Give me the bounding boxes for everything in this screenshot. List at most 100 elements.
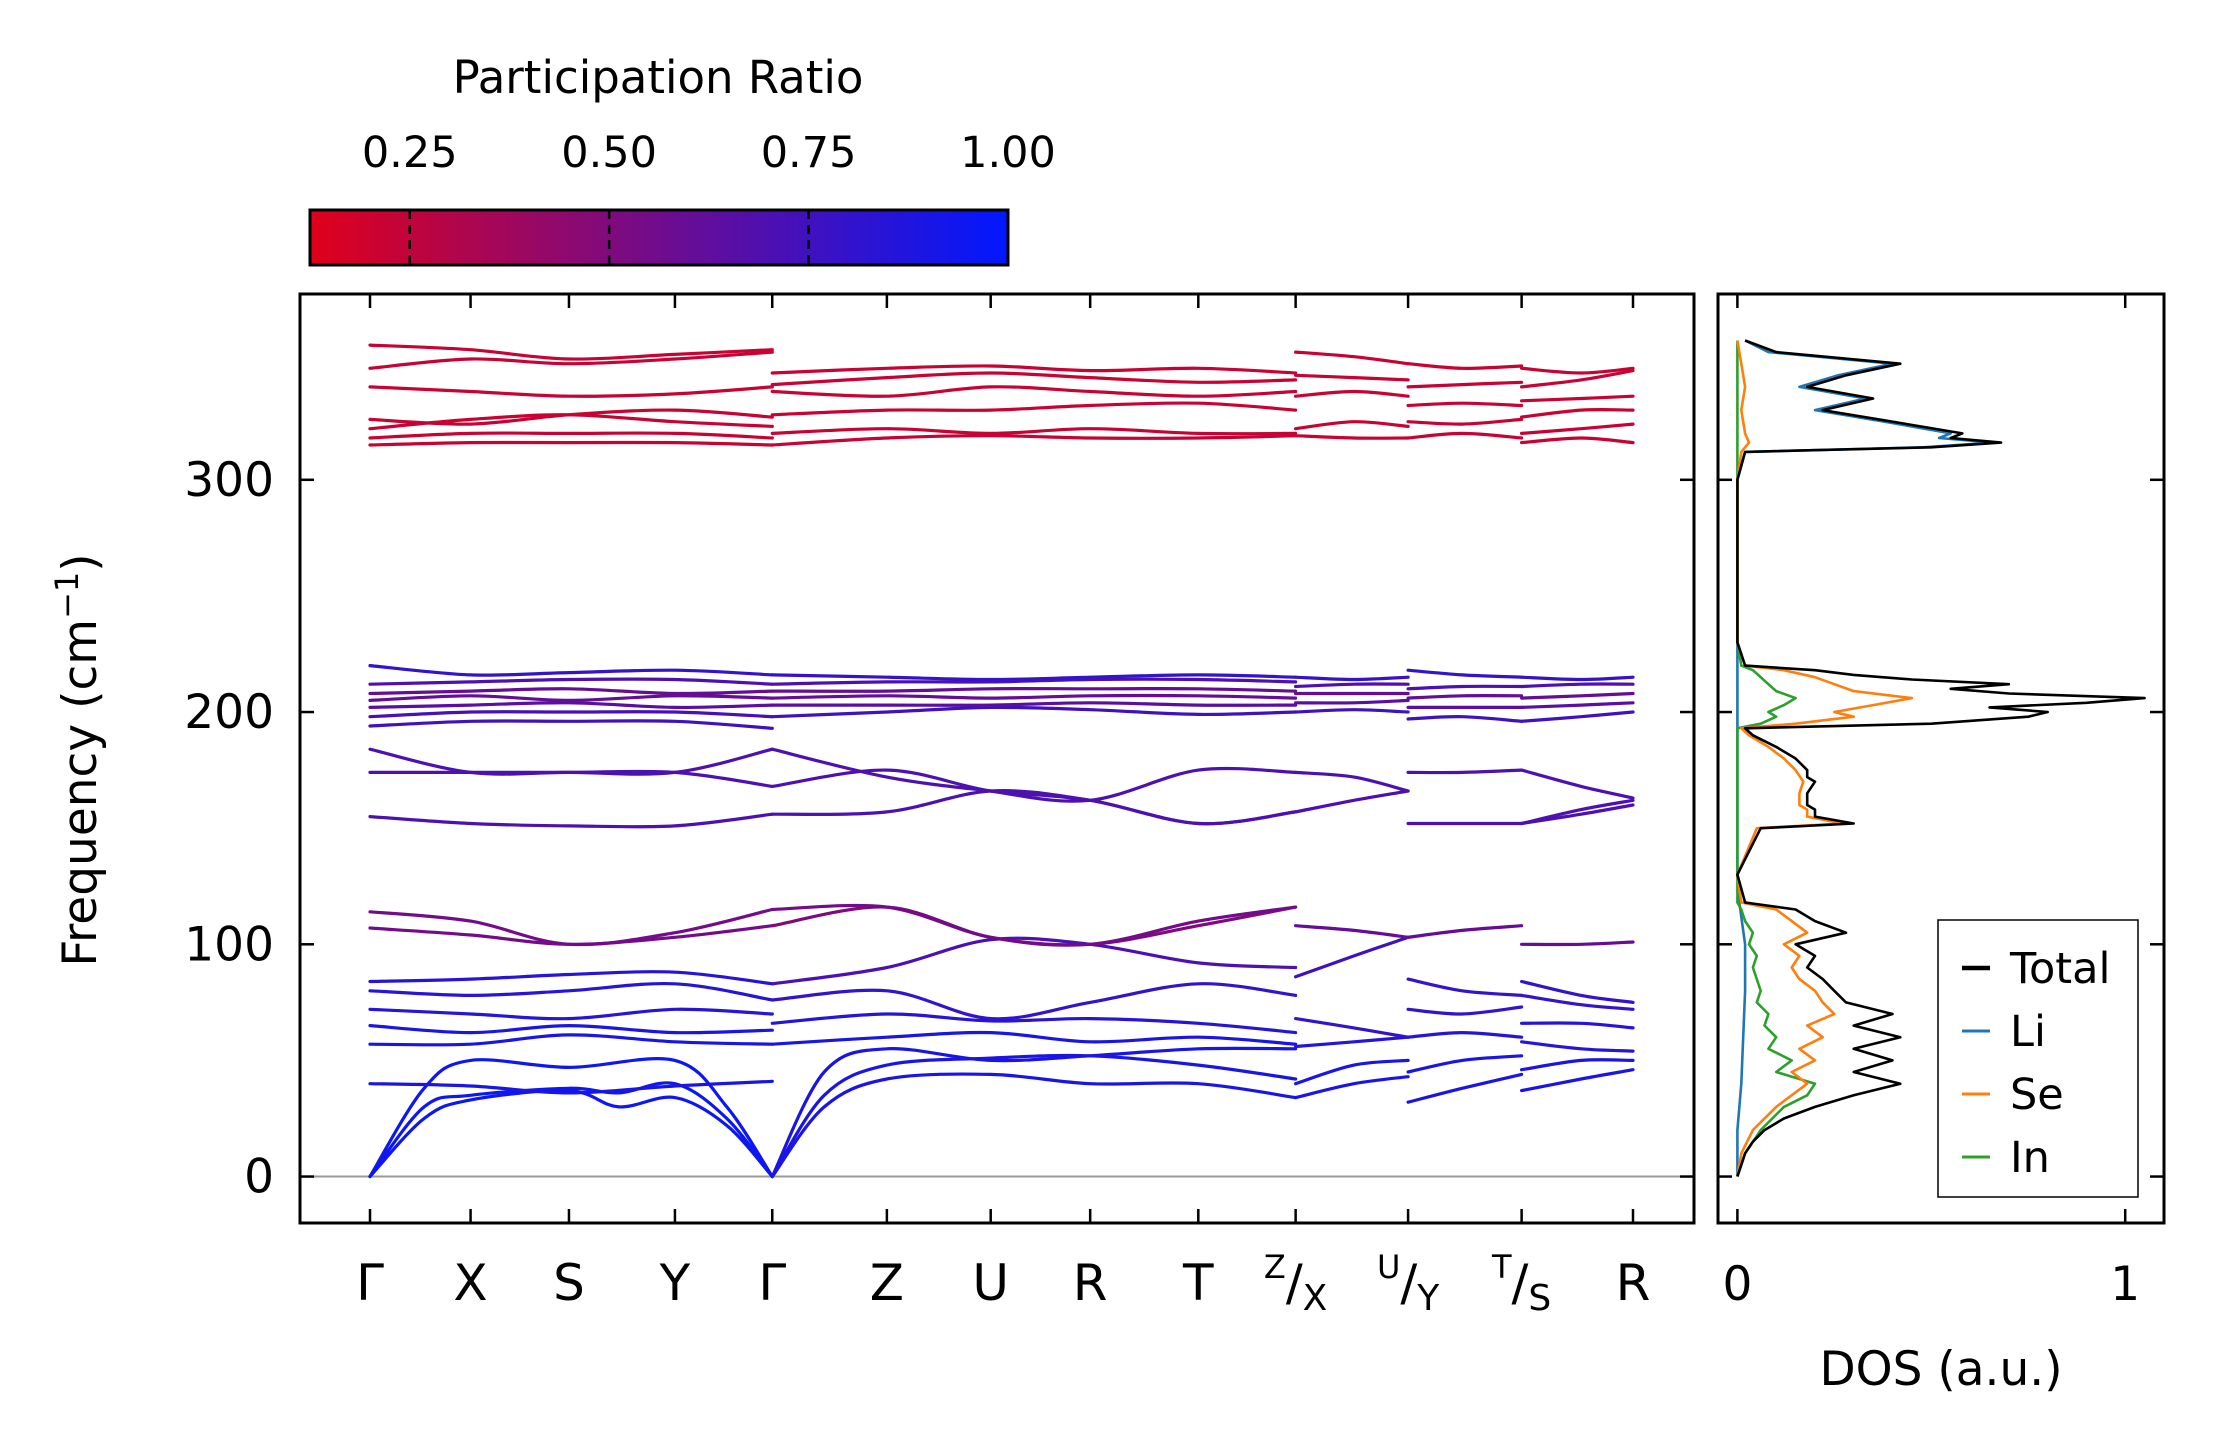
band-li-modes-85: [368, 350, 774, 370]
legend-label-in: In: [2010, 1133, 2050, 1183]
band-li-modes-93: [1294, 434, 1410, 440]
band-li-modes-96: [1294, 373, 1410, 382]
band-optic-low-7: [368, 1033, 774, 1047]
band-optic-low-23: [1294, 1017, 1410, 1039]
band-optic-high-66: [1294, 698, 1410, 705]
band-optic-high-68: [1294, 682, 1410, 689]
band-optic-low-13: [368, 907, 774, 947]
band-optic-high-58: [368, 664, 774, 677]
colorbar-tick-label: 0.50: [561, 128, 657, 178]
kpoint-label: Γ: [758, 1254, 786, 1312]
dos-x-tick-label: 0: [1722, 1257, 1752, 1312]
kpoint-label: T: [1182, 1254, 1214, 1312]
band-li-modes-97: [1294, 350, 1410, 366]
band-optic-high-54: [368, 701, 774, 710]
band-optic-low-24: [1294, 935, 1410, 979]
band-optic-mid-46: [1294, 770, 1410, 793]
band-li-modes-87: [770, 434, 1298, 447]
colorbar-tick-label: 1.00: [960, 128, 1056, 178]
band-optic-mid-39: [368, 812, 774, 829]
y-tick-label: 200: [184, 685, 274, 740]
kpoint-label-sub: S: [1528, 1278, 1551, 1319]
band-optic-high-60: [770, 701, 1298, 707]
band-optic-high-76: [1520, 701, 1635, 709]
band-optic-high-70: [1406, 715, 1524, 723]
band-acoustic-1: [368, 1081, 774, 1179]
dos-curve-total: [1736, 339, 2146, 1177]
band-optic-high-52: [368, 719, 774, 730]
band-optic-high-72: [1406, 694, 1524, 700]
band-optic-low-11: [368, 970, 774, 986]
band-optic-high-61: [770, 693, 1298, 700]
band-optic-high-79: [1520, 675, 1635, 682]
band-acoustic-0: [368, 1088, 774, 1179]
band-optic-low-21: [1294, 1058, 1410, 1086]
band-optic-high-59: [770, 705, 1298, 719]
band-optic-low-34: [1520, 1040, 1635, 1053]
band-optic-low-29: [1406, 1005, 1524, 1016]
band-optic-low-26: [1406, 1072, 1524, 1104]
band-optic-mid-51: [1520, 798, 1635, 826]
band-optic-high-63: [770, 677, 1298, 686]
band-acoustic-4: [770, 1072, 1298, 1179]
y-axis-label-text: Frequency (cm: [53, 619, 108, 967]
band-optic-high-53: [368, 710, 774, 719]
kpoint-label-main: /: [1286, 1254, 1303, 1312]
band-li-modes-86: [368, 343, 774, 361]
band-optic-low-27: [1406, 1054, 1524, 1074]
band-li-modes-105: [1520, 408, 1635, 419]
band-axis-ticks: [300, 294, 1694, 1223]
dos-axis-ticks: [1718, 294, 2164, 1223]
band-optic-low-9: [368, 1007, 774, 1021]
dos-legend: Total Li Se In: [1937, 919, 2139, 1198]
kpoint-label: U/Y: [1377, 1248, 1440, 1319]
kpoint-label-sup: Z: [1264, 1248, 1286, 1286]
colorbar-ticks: [408, 210, 810, 265]
band-optic-high-77: [1520, 691, 1635, 700]
band-optic-low-28: [1406, 1031, 1524, 1039]
kpoint-label: S: [553, 1254, 585, 1312]
band-li-modes-95: [1294, 389, 1410, 398]
colorbar-gradient: [310, 210, 1008, 265]
band-optic-low-36: [1520, 993, 1635, 1011]
band-li-modes-108: [1520, 366, 1635, 375]
band-optic-high-56: [368, 687, 774, 696]
band-optic-low-19: [770, 903, 1298, 947]
band-optic-high-74: [1406, 668, 1524, 679]
band-optic-low-6: [368, 1079, 774, 1095]
band-acoustic-5: [770, 1046, 1298, 1179]
y-tick-label: 100: [184, 917, 274, 972]
band-optic-mid-50: [1520, 768, 1635, 800]
colorbar-tick-label: 0.25: [362, 128, 458, 178]
band-li-modes-98: [1406, 431, 1524, 440]
dos-curves: [1736, 339, 2146, 1177]
kpoint-label: T/S: [1491, 1248, 1551, 1319]
band-li-modes-100: [1406, 401, 1524, 408]
band-optic-high-69: [1294, 675, 1410, 682]
legend-label-total: Total: [2009, 944, 2110, 994]
legend-items: Total Li Se In: [1962, 944, 2110, 1183]
band-li-modes-94: [1294, 420, 1410, 431]
band-optic-low-20: [1294, 1075, 1410, 1100]
phonon-bands: [368, 343, 1635, 1179]
dos-curve-se: [1736, 340, 1914, 1177]
kpoint-label-main: /: [1400, 1254, 1417, 1312]
legend-label-se: Se: [2010, 1070, 2064, 1120]
colorbar-tick-label: 0.75: [761, 128, 857, 178]
band-li-modes-88: [770, 427, 1298, 436]
band-acoustic-3: [770, 1053, 1298, 1179]
band-optic-mid-44: [770, 747, 1298, 826]
y-axis-label-close: ): [53, 553, 108, 571]
band-li-modes-102: [1406, 362, 1524, 370]
band-li-modes-89: [770, 401, 1298, 417]
kpoint-label: U: [972, 1254, 1009, 1312]
kpoint-label-sub: Y: [1416, 1278, 1440, 1319]
kpoint-label-main: /: [1512, 1254, 1529, 1312]
band-li-modes-81: [368, 431, 774, 440]
kpoint-label-sup: T: [1491, 1248, 1512, 1286]
band-li-modes-103: [1520, 436, 1635, 445]
colorbar-frame: [308, 208, 1010, 267]
dos-plot-frame: [1716, 292, 2166, 1225]
